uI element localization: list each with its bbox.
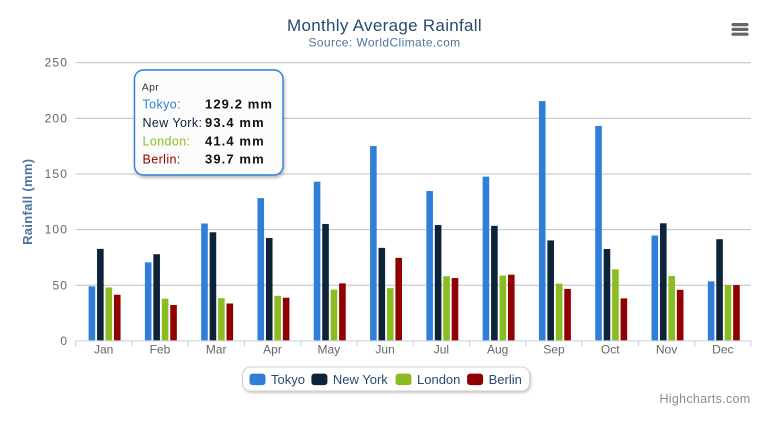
svg-text:100: 100 [45,223,69,237]
svg-text:0: 0 [60,334,68,348]
svg-text:Nov: Nov [656,343,677,357]
svg-text:50: 50 [52,278,68,292]
svg-text:Monthly Average Rainfall: Monthly Average Rainfall [287,16,482,35]
svg-text:Berlin:: Berlin: [143,153,181,167]
svg-text:Jun: Jun [375,343,394,357]
svg-text:Aug: Aug [487,343,508,357]
svg-text:Jan: Jan [94,343,113,357]
svg-text:Rainfall (mm): Rainfall (mm) [20,159,35,245]
svg-text:May: May [317,343,340,357]
svg-text:Feb: Feb [150,343,171,357]
svg-text:Dec: Dec [712,343,733,357]
svg-text:39.7 mm: 39.7 mm [205,152,265,167]
svg-text:Oct: Oct [601,343,620,357]
svg-text:Apr: Apr [263,343,282,357]
svg-text:93.4 mm: 93.4 mm [205,115,265,130]
svg-text:Apr: Apr [142,81,159,93]
svg-text:London:: London: [143,134,191,148]
svg-text:Sep: Sep [543,343,565,357]
svg-text:London: London [417,372,460,387]
svg-text:New York: New York [333,372,388,387]
svg-text:Source: WorldClimate.com: Source: WorldClimate.com [308,36,460,50]
svg-text:Mar: Mar [206,343,227,357]
svg-text:150: 150 [45,167,69,181]
svg-text:41.4 mm: 41.4 mm [205,133,265,148]
svg-text:Tokyo:: Tokyo: [143,98,182,112]
svg-text:Highcharts.com: Highcharts.com [659,392,750,406]
svg-text:200: 200 [45,111,69,125]
svg-text:Tokyo: Tokyo [271,372,305,387]
svg-text:New York:: New York: [143,116,203,130]
svg-text:250: 250 [45,56,69,70]
svg-text:129.2 mm: 129.2 mm [205,97,273,112]
svg-text:Jul: Jul [434,343,449,357]
svg-text:Berlin: Berlin [489,372,522,387]
